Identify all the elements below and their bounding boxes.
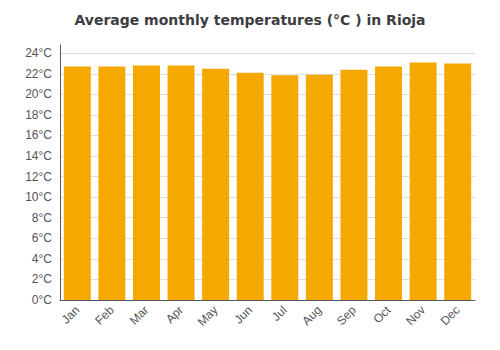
- svg-text:14°C: 14°C: [25, 149, 52, 163]
- svg-text:Aug: Aug: [299, 303, 324, 328]
- svg-text:24°C: 24°C: [25, 46, 52, 60]
- svg-text:18°C: 18°C: [25, 108, 52, 122]
- svg-text:Jun: Jun: [232, 303, 256, 327]
- svg-text:Oct: Oct: [370, 303, 394, 327]
- svg-text:Sep: Sep: [334, 303, 359, 328]
- svg-text:May: May: [195, 303, 221, 329]
- svg-text:22°C: 22°C: [25, 67, 52, 81]
- svg-text:20°C: 20°C: [25, 87, 52, 101]
- svg-text:Feb: Feb: [92, 303, 117, 328]
- svg-text:Jan: Jan: [59, 303, 83, 327]
- svg-text:Average monthly temperatures (: Average monthly temperatures (°C ) in Ri…: [74, 12, 425, 28]
- svg-text:10°C: 10°C: [25, 190, 52, 204]
- svg-text:16°C: 16°C: [25, 128, 52, 142]
- svg-text:Apr: Apr: [163, 303, 186, 326]
- svg-text:0°C: 0°C: [32, 293, 52, 307]
- svg-text:12°C: 12°C: [25, 170, 52, 184]
- svg-text:8°C: 8°C: [32, 211, 52, 225]
- svg-text:2°C: 2°C: [32, 272, 52, 286]
- svg-text:Mar: Mar: [127, 303, 152, 327]
- svg-text:4°C: 4°C: [32, 252, 52, 266]
- svg-text:Jul: Jul: [269, 303, 290, 324]
- svg-text:Nov: Nov: [403, 303, 428, 328]
- svg-text:6°C: 6°C: [32, 231, 52, 245]
- svg-text:Dec: Dec: [438, 303, 463, 328]
